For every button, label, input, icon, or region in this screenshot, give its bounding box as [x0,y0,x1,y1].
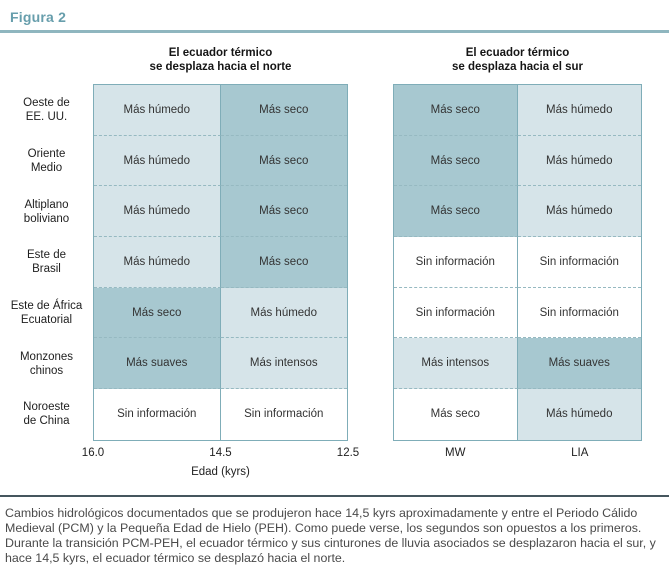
table-cell: Sin información [517,287,641,339]
table-cell: Más seco [394,135,518,187]
axis-tick: 12.5 [336,446,360,459]
row-label: Altiplano boliviano [0,186,93,237]
table-cell: Más intensos [220,338,347,390]
table-cell: Más seco [220,186,347,238]
table-cell: Sin información [517,237,641,288]
table-cell: Más intensos [394,338,518,390]
row-label-line: Ecuatorial [20,314,73,327]
table-cell: Sin información [94,389,221,440]
row-label: Oriente Medio [0,136,93,187]
panel-header-south: El ecuador térmico se desplaza hacia el … [393,46,642,84]
figure-caption: Cambios hidrológicos documentados que se… [5,505,656,566]
row-label: Monzones chinos [0,338,93,389]
row-label-line: Brasil [32,263,61,276]
row-label: Este de Brasil [0,237,93,288]
table-cell: Más seco [394,85,518,136]
table-cell: Sin información [394,287,518,339]
table-cell: Más húmedo [517,135,641,187]
row-label-line: Este de África [10,300,83,313]
row-label-line: Oeste de [23,97,70,110]
row-label-line: Medio [30,162,63,175]
table-cell: Más seco [394,186,518,238]
table-cell: Sin información [394,237,518,288]
title-rule [0,30,669,33]
panel-header-line: se desplaza hacia el norte [149,61,292,73]
x-axis-south: MW LIA [393,447,642,484]
row-label: Oeste de EE. UU. [0,85,93,136]
row-label-line: Oriente [27,148,66,161]
row-label-line: Este de [27,249,66,262]
row-label-line: Noroeste [23,401,70,414]
row-label-column: Oeste de EE. UU. Oriente Medio Altiplano… [0,84,93,441]
table-cell: Más seco [220,237,347,288]
row-label: Este de África Ecuatorial [0,288,93,339]
axis-tick: 14.5 [209,446,232,459]
table-cell: Más húmedo [94,237,221,288]
caption-rule [0,494,669,497]
table-cell: Más húmedo [220,287,347,339]
table-cell: Más húmedo [517,389,641,440]
table-cell: Sin información [220,389,347,440]
axis-tick: 16.0 [81,446,105,459]
panel-header-line: El ecuador térmico [465,47,570,59]
table-cell: Más húmedo [517,186,641,238]
row-label-line: Monzones [19,350,74,363]
panel-header-line: se desplaza hacia el sur [451,61,584,73]
row-label-line: Altiplano [24,198,69,211]
table-cell: Más seco [394,389,518,440]
axis-tick: LIA [571,446,589,459]
table-cell: Más seco [220,85,347,136]
row-label-line: chinos [29,364,64,377]
table-cell: Más húmedo [94,186,221,238]
figure-body: El ecuador térmico se desplaza hacia el … [0,46,669,484]
row-label-line: de China [23,415,70,428]
panel-header-line: El ecuador térmico [168,47,273,59]
row-label-line: EE. UU. [25,111,68,124]
table-cell: Más suaves [517,338,641,390]
row-label: Noroeste de China [0,389,93,440]
table-south: Más seco Más húmedo Más seco Más húmedo … [393,84,642,441]
table-cell: Más seco [94,287,221,339]
table-cell: Más suaves [94,338,221,390]
x-axis-label: Edad (kyrs) [191,465,250,478]
table-cell: Más húmedo [94,85,221,136]
table-cell: Más húmedo [517,85,641,136]
row-label-line: boliviano [23,212,70,225]
x-axis-north: 16.0 14.5 12.5 Edad (kyrs) [82,446,359,484]
table-cell: Más seco [220,135,347,187]
axis-tick: MW [445,446,466,459]
figure-title: Figura 2 [10,9,67,25]
panel-header-north: El ecuador térmico se desplaza hacia el … [93,46,348,84]
table-cell: Más húmedo [94,135,221,187]
table-north: Más húmedo Más seco Más húmedo Más seco … [93,84,348,441]
